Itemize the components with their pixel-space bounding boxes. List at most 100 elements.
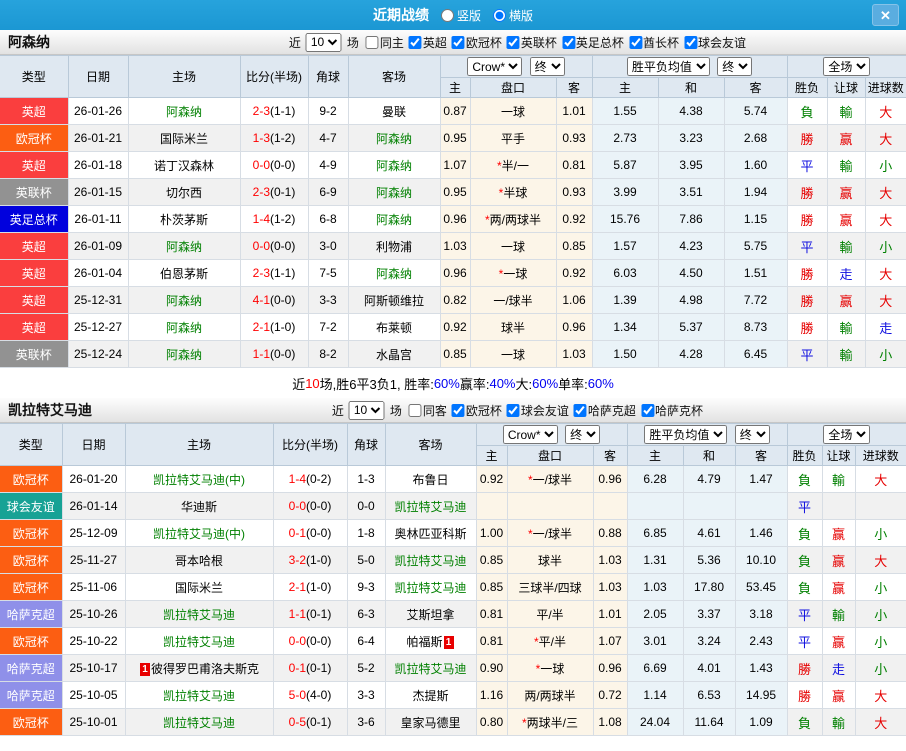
league-filter[interactable]: 欧冠杯 — [451, 34, 502, 51]
avg-lose-odds: 8.73 — [723, 313, 788, 341]
league-filter[interactable]: 球会友谊 — [506, 402, 569, 419]
league-checkbox[interactable] — [640, 403, 654, 417]
avg-lose-odds: 1.15 — [723, 205, 788, 233]
avg-lose-odds: 1.09 — [734, 708, 788, 736]
handicap-odds-away: 1.08 — [592, 708, 628, 736]
half-time-score: (0-0) — [306, 634, 332, 648]
full-time-score: 1-4 — [252, 212, 270, 226]
home-team: 阿森纳 — [127, 97, 241, 125]
final-avg-select[interactable]: 终 — [734, 425, 770, 444]
match-row: 欧冠杯 26-01-21 国际米兰 1-3(1-2) 4-7 阿森纳 0.95 平手 0.93 2… — [0, 124, 906, 152]
away-favored-star: * — [527, 526, 533, 541]
league-filter[interactable]: 哈萨克超 — [573, 402, 636, 419]
handicap-line: 一球 — [469, 97, 557, 125]
league-filter[interactable]: 酋长杯 — [628, 34, 679, 51]
full-time-score: 1-3 — [252, 131, 270, 145]
league-badge: 英超 — [0, 97, 69, 125]
avg-win-odds: 1.39 — [591, 286, 659, 314]
league-checkbox[interactable] — [628, 35, 642, 49]
home-team: 阿森纳 — [127, 232, 241, 260]
handicap-line: 三球半/四球 — [506, 573, 594, 601]
avg-win-odds: 1.57 — [591, 232, 659, 260]
team-label: 凯拉特艾马迪 — [394, 580, 467, 595]
bookmaker-select[interactable]: Crow* — [502, 425, 558, 444]
league-filter[interactable]: 球会友谊 — [683, 34, 746, 51]
recent-count-select[interactable]: 10 — [348, 400, 385, 420]
avg-win-odds: 6.85 — [626, 519, 684, 547]
team-label: 阿森纳 — [375, 185, 412, 200]
horizontal-radio[interactable] — [493, 8, 506, 22]
team-label: 帕福斯 — [406, 634, 443, 649]
league-filter[interactable]: 英超 — [408, 34, 447, 51]
fullmatch-select[interactable]: 全场 — [823, 57, 871, 76]
league-checkbox[interactable] — [561, 35, 575, 49]
avg-win-odds: 1.50 — [591, 340, 659, 368]
col-corner: 角球 — [346, 423, 386, 466]
layout-option-horizontal[interactable]: 横版 — [493, 7, 533, 24]
league-badge: 欧冠杯 — [0, 546, 63, 574]
filter-bar: 近 10 场 同主 英超 欧冠杯 英联杯 英足总杯 酋长杯 球会友谊 — [287, 32, 746, 52]
avg-odds-select[interactable]: 胜平负均值 — [644, 425, 728, 444]
final-odds-select[interactable]: 终 — [529, 57, 565, 76]
league-badge: 球会友谊 — [0, 492, 63, 520]
league-checkbox[interactable] — [573, 403, 587, 417]
result-handicap: 赢 — [826, 124, 866, 152]
recent-count-select[interactable]: 10 — [305, 32, 342, 52]
corner-count: 8-2 — [307, 340, 349, 368]
match-date: 25-11-06 — [61, 573, 126, 601]
red-card-badge: 1 — [443, 635, 454, 649]
league-checkbox[interactable] — [451, 35, 465, 49]
result-wdl: 勝 — [786, 681, 823, 709]
handicap-odds-away: 0.81 — [555, 151, 593, 179]
final-odds-select[interactable]: 终 — [565, 425, 601, 444]
match-row: 欧冠杯 25-12-09 凯拉特艾马迪(中) 0-1(0-0) 1-8 奥林匹亚科斯 1.0… — [0, 519, 906, 547]
handicap-odds-away: 0.96 — [555, 313, 593, 341]
result-handicap: 走 — [826, 259, 866, 287]
league-checkbox[interactable] — [683, 35, 697, 49]
result-wdl: 負 — [786, 708, 823, 736]
full-time-score: 5-0 — [288, 688, 306, 702]
league-checkbox[interactable] — [408, 35, 422, 49]
corner-count: 5-2 — [346, 654, 386, 682]
full-time-score: 2-1 — [288, 580, 306, 594]
home-team: 凯拉特艾马迪 — [124, 627, 274, 655]
league-filter[interactable]: 欧冠杯 — [451, 402, 502, 419]
vertical-radio[interactable] — [440, 8, 454, 22]
handicap-line: 一球 — [469, 232, 557, 260]
league-filter[interactable]: 英足总杯 — [561, 34, 624, 51]
result-goals: 大 — [854, 465, 906, 493]
league-filter[interactable]: 哈萨克杯 — [640, 402, 703, 419]
final-avg-select[interactable]: 终 — [717, 57, 753, 76]
league-checkbox[interactable] — [506, 403, 520, 417]
fullmatch-select[interactable]: 全场 — [823, 425, 871, 444]
corner-count: 1-3 — [346, 465, 386, 493]
avg-odds-select[interactable]: 胜平负均值 — [626, 57, 710, 76]
away-team: 艾斯坦拿 — [384, 600, 477, 628]
avg-draw-odds: 11.64 — [682, 708, 736, 736]
avg-lose-odds: 3.18 — [734, 600, 788, 628]
close-icon[interactable]: ✕ — [872, 4, 899, 26]
league-filter-group: 英超 欧冠杯 英联杯 英足总杯 酋长杯 球会友谊 — [404, 34, 746, 51]
same-venue-checkbox[interactable] — [365, 35, 379, 49]
same-venue-filter[interactable]: 同客 — [408, 402, 447, 419]
same-venue-checkbox[interactable] — [408, 403, 422, 417]
handicap-odds-away: 0.93 — [555, 124, 593, 152]
match-date: 25-10-26 — [61, 600, 126, 628]
result-wdl: 勝 — [786, 286, 828, 314]
score-cell: 0-1(0-1) — [272, 654, 348, 682]
col-wdl: 胜负 — [786, 77, 828, 98]
matches-table-1: 类型 日期 主场 比分(半场) 角球 客场 Crow* 终 胜平负均值 终 全场 — [0, 55, 906, 368]
bookmaker-select[interactable]: Crow* — [467, 57, 523, 76]
avg-draw-odds: 4.61 — [682, 519, 736, 547]
full-time-score: 4-1 — [252, 293, 270, 307]
layout-option-vertical[interactable]: 竖版 — [440, 7, 481, 24]
league-filter[interactable]: 英联杯 — [506, 34, 557, 51]
avg-lose-odds: 14.95 — [734, 681, 788, 709]
league-checkbox[interactable] — [451, 403, 465, 417]
col-type: 类型 — [0, 423, 63, 466]
league-checkbox[interactable] — [506, 35, 520, 49]
match-row: 英超 26-01-26 阿森纳 2-3(1-1) 9-2 曼联 0.87 一球 1.01 1.55… — [0, 97, 906, 125]
full-time-score: 1-1 — [288, 607, 306, 621]
same-venue-filter[interactable]: 同主 — [365, 34, 404, 51]
team-label: 阿森纳 — [375, 266, 412, 281]
